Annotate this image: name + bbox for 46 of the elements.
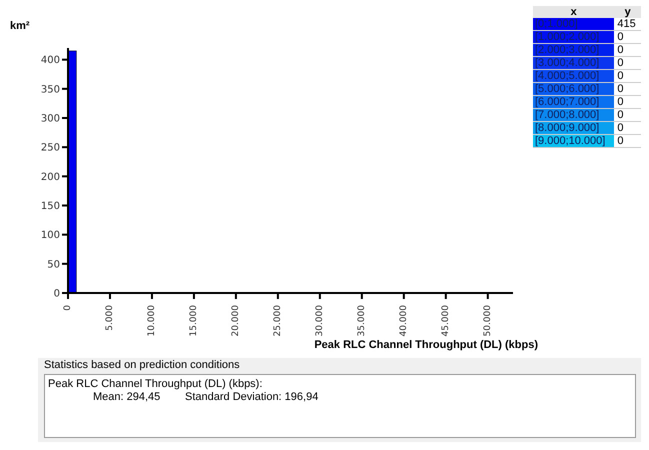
text: 0 (614, 70, 641, 82)
text: 0 (614, 30, 641, 44)
text: [5.000;6.000] (533, 82, 614, 96)
text: 0 (614, 56, 641, 70)
y-tick-label: 200 (40, 172, 60, 183)
text: [0;1.000] (533, 18, 614, 30)
y-tick-label: 350 (40, 84, 60, 96)
x-tick-label: 15.000 (188, 304, 199, 336)
y-tick-label: 100 (40, 230, 60, 242)
x-tick-label: 35.000 (356, 304, 367, 336)
text: [8.000;9.000] (533, 122, 614, 134)
text: Mean: 294,45 (93, 391, 160, 403)
text: Statistics based on prediction conditions (44, 359, 240, 371)
x-tick-label: 40.000 (398, 304, 409, 336)
text: 0 (614, 134, 641, 148)
x-tick-label: 50.000 (482, 304, 493, 336)
x-tick-label: 25.000 (272, 304, 283, 336)
y-tick-label: 400 (40, 55, 60, 66)
text: [1.000;2.000] (533, 30, 614, 44)
text: 0 (614, 96, 641, 108)
x-axis-title: Peak RLC Channel Throughput (DL) (kbps) (313, 339, 538, 351)
text: [4.000;5.000] (533, 70, 614, 82)
x-tick-label: 5.000 (104, 304, 115, 331)
text: 0 (614, 122, 641, 134)
text: [3.000;4.000] (533, 56, 614, 70)
text: [6.000;7.000] (533, 96, 614, 108)
x-tick-label: 30.000 (314, 304, 325, 336)
text: 0 (614, 82, 641, 96)
x-tick-label: 20.000 (230, 304, 241, 336)
y-tick-label: 0 (54, 288, 60, 300)
text: Standard Deviation: 196,94 (185, 391, 318, 403)
x-tick-label: 45.000 (440, 304, 451, 336)
x-tick-label: 10.000 (146, 304, 157, 336)
text: Peak RLC Channel Throughput (DL) (kbps): (48, 378, 262, 390)
y-tick-label: 300 (40, 114, 60, 125)
x-tick-label: 0 (63, 304, 73, 311)
y-tick-label: 250 (40, 142, 60, 154)
text: 0 (614, 44, 641, 56)
text: 0 (614, 108, 641, 122)
text: [7.000;8.000] (533, 108, 614, 122)
text: 415 (614, 18, 641, 30)
y-axis-title: km² (10, 20, 30, 32)
text: [9.000;10.000] (533, 134, 614, 148)
text: [2.000;3.000] (533, 44, 614, 56)
y-tick-label: 50 (47, 259, 60, 270)
y-tick-label: 150 (40, 201, 60, 212)
